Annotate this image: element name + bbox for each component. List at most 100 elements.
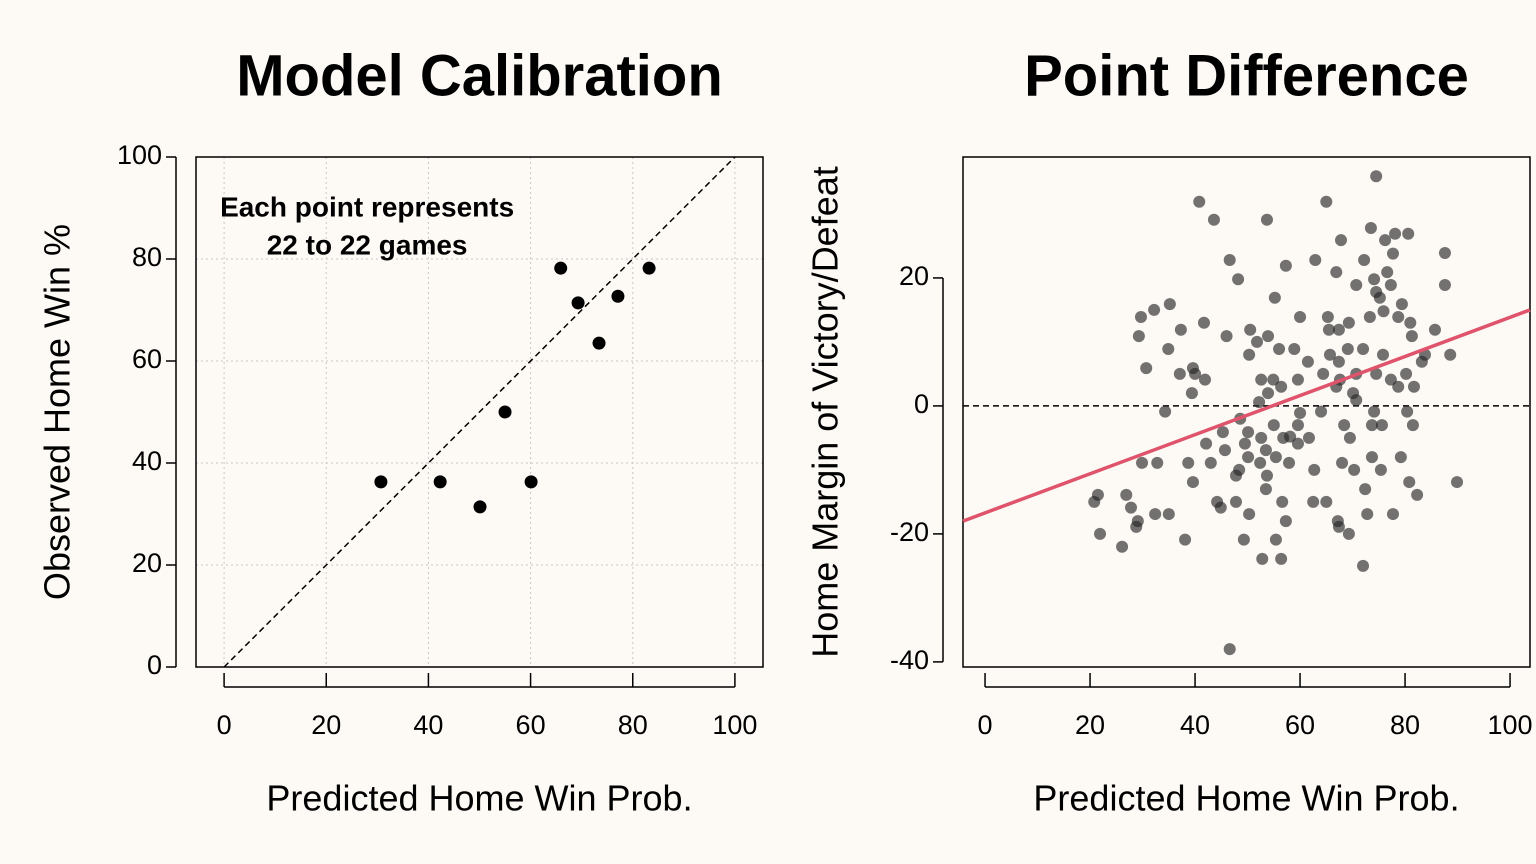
point [1320, 495, 1333, 508]
point [1185, 387, 1198, 400]
point [1132, 330, 1145, 343]
point [1332, 520, 1345, 533]
y-tick-label: 20 [899, 261, 929, 291]
point [1223, 254, 1236, 267]
point [1214, 501, 1227, 514]
point [1275, 552, 1288, 565]
point [1193, 195, 1206, 208]
x-axis-label: Predicted Home Win Prob. [1033, 778, 1459, 819]
point [1179, 533, 1192, 546]
point [1308, 463, 1321, 476]
point [498, 405, 512, 419]
y-tick-label: 40 [132, 446, 162, 476]
point [1120, 488, 1133, 501]
x-tick-label: 0 [978, 710, 993, 740]
point [1260, 469, 1273, 482]
point [1273, 342, 1286, 355]
point [1262, 387, 1275, 400]
point [1260, 213, 1273, 226]
point [1377, 348, 1389, 361]
point [1315, 405, 1328, 418]
point [1320, 195, 1333, 208]
point [1220, 330, 1233, 343]
point [1197, 316, 1210, 329]
point [1199, 373, 1212, 386]
point [642, 261, 656, 275]
point [1149, 508, 1162, 521]
plot-frame [195, 156, 764, 668]
point [1230, 469, 1242, 482]
point [1400, 367, 1413, 380]
point [1294, 406, 1307, 419]
point [1242, 426, 1255, 439]
point [1342, 316, 1355, 329]
point [1230, 495, 1242, 508]
point [1279, 259, 1292, 272]
point [1381, 266, 1394, 279]
point [1218, 444, 1231, 457]
point [1243, 348, 1256, 361]
x-tick-label: 20 [1075, 710, 1105, 740]
point [1343, 431, 1356, 444]
point [1251, 335, 1263, 348]
point [1116, 540, 1129, 553]
point [1365, 451, 1378, 464]
point [1384, 278, 1397, 291]
x-tick-label: 40 [1180, 710, 1210, 740]
point [1125, 501, 1137, 514]
point [1186, 476, 1199, 489]
point [1255, 373, 1268, 386]
point [1389, 227, 1402, 240]
point [1237, 533, 1250, 546]
point [1363, 310, 1376, 323]
y-tick-label: 60 [132, 344, 162, 374]
point [1342, 527, 1355, 540]
point [1159, 405, 1172, 418]
point [1254, 456, 1267, 469]
plot-frame [962, 156, 1531, 668]
y-tick-label: 0 [914, 389, 929, 419]
point [1242, 451, 1255, 464]
point [1407, 380, 1420, 393]
point [1377, 305, 1390, 318]
x-tick-label: 80 [618, 710, 648, 740]
point [1284, 430, 1297, 443]
point [1288, 342, 1301, 355]
point [1182, 456, 1195, 469]
point [1162, 508, 1175, 521]
x-tick-label: 100 [1488, 710, 1533, 740]
point [1148, 303, 1161, 316]
point [1267, 373, 1280, 386]
point [1268, 291, 1281, 304]
point [1438, 246, 1451, 259]
point [1361, 508, 1374, 521]
point [1253, 396, 1266, 409]
point [1332, 323, 1345, 336]
point [1359, 483, 1372, 496]
point [1232, 273, 1245, 286]
point [1341, 342, 1354, 355]
point [1368, 405, 1381, 418]
point [571, 296, 585, 310]
point [1256, 552, 1269, 565]
point [1151, 456, 1164, 469]
point [1406, 419, 1419, 432]
point [1255, 431, 1268, 444]
x-tick-label: 0 [217, 710, 232, 740]
point [1136, 456, 1149, 469]
point [592, 336, 606, 350]
point [1207, 213, 1220, 226]
point [1204, 456, 1217, 469]
point [1244, 323, 1257, 336]
point [1294, 310, 1307, 323]
x-tick-label: 20 [311, 710, 341, 740]
point [1140, 362, 1153, 375]
point [1088, 495, 1101, 508]
point [1401, 405, 1414, 418]
point [1291, 419, 1304, 432]
point [1392, 380, 1405, 393]
point [473, 500, 487, 514]
point [1370, 367, 1383, 380]
point [1094, 527, 1107, 540]
